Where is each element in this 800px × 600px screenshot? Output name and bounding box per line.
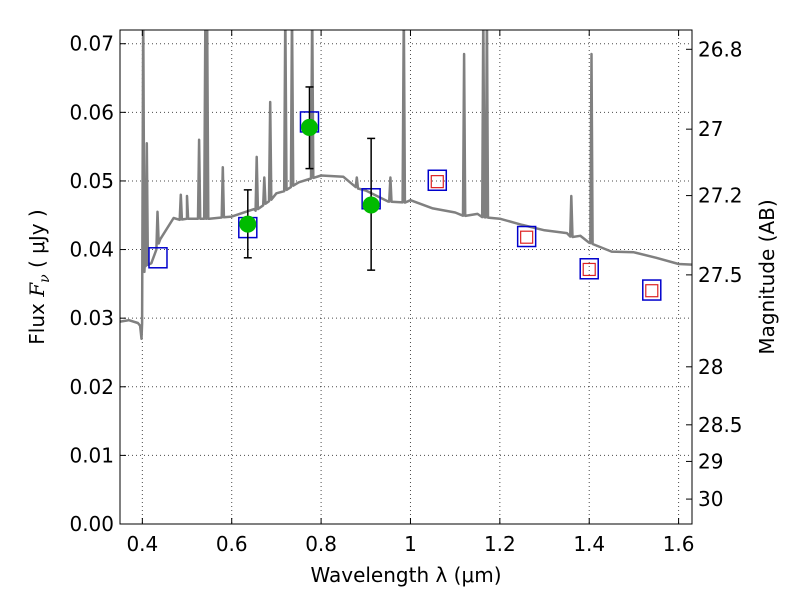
x-tick-label: 1: [404, 532, 417, 556]
spectrum: [120, 30, 692, 341]
y-axis-label-text: Flux: [25, 297, 49, 345]
model-band-square: [148, 247, 168, 269]
mag-tick-label: 30: [698, 487, 723, 511]
model-band-square: [427, 169, 448, 192]
mag-tick-label: 27: [698, 117, 723, 141]
y-tick-label: 0.07: [69, 32, 114, 56]
mag-tick-label: 27.5: [698, 263, 743, 287]
x-axis-label: Wavelength λ (μm): [310, 563, 501, 587]
x-tick-label: 0.4: [126, 532, 158, 556]
right-y-axis-label: Magnitude (AB): [755, 199, 779, 354]
model-band-square: [516, 225, 537, 248]
y-tick-label: 0.03: [69, 306, 114, 330]
x-tick-label: 1.4: [573, 532, 605, 556]
data-points: [148, 86, 662, 301]
plot-frame: [119, 29, 693, 525]
x-tick-label: 1.6: [663, 532, 695, 556]
axis-ticks: 0.4 0.6 0.8 1 1.2 1.4 1.6 0.00 0.01 0.02 0.03 0.04 0…: [69, 30, 743, 556]
mag-tick-label: 27.2: [698, 184, 743, 208]
y-axis-label-symbol: F: [25, 282, 49, 298]
grid-lines: [120, 30, 692, 524]
upper-limit-square: [582, 262, 596, 277]
observed-point: [239, 215, 257, 233]
mag-tick-label: 28.5: [698, 413, 743, 437]
y-axis-label: Flux Fν ( μJy ): [25, 209, 53, 344]
mag-tick-label: 29: [698, 449, 723, 473]
x-tick-label: 1.2: [484, 532, 516, 556]
spectrum-line: [120, 30, 692, 341]
y-tick-label: 0.05: [69, 169, 114, 193]
upper-limit-square: [645, 284, 659, 298]
y-tick-label: 0.02: [69, 375, 114, 399]
upper-limit-square: [430, 175, 444, 189]
model-band-square: [642, 279, 662, 301]
y-tick-label: 0.06: [69, 100, 114, 124]
x-tick-label: 0.8: [305, 532, 337, 556]
observed-point: [300, 118, 318, 136]
y-tick-label: 0.04: [69, 238, 114, 262]
model-band-square: [579, 258, 599, 280]
mag-tick-label: 28: [698, 355, 723, 379]
y-tick-label: 0.01: [69, 443, 114, 467]
y-tick-label: 0.00: [69, 512, 114, 536]
y-axis-label-subscript: ν: [37, 274, 53, 283]
mag-tick-label: 26.8: [698, 37, 743, 61]
upper-limit-square: [520, 230, 534, 244]
y-axis-label-unit: ( μJy ): [25, 209, 49, 274]
x-tick-label: 0.6: [216, 532, 248, 556]
observed-point: [362, 196, 380, 214]
